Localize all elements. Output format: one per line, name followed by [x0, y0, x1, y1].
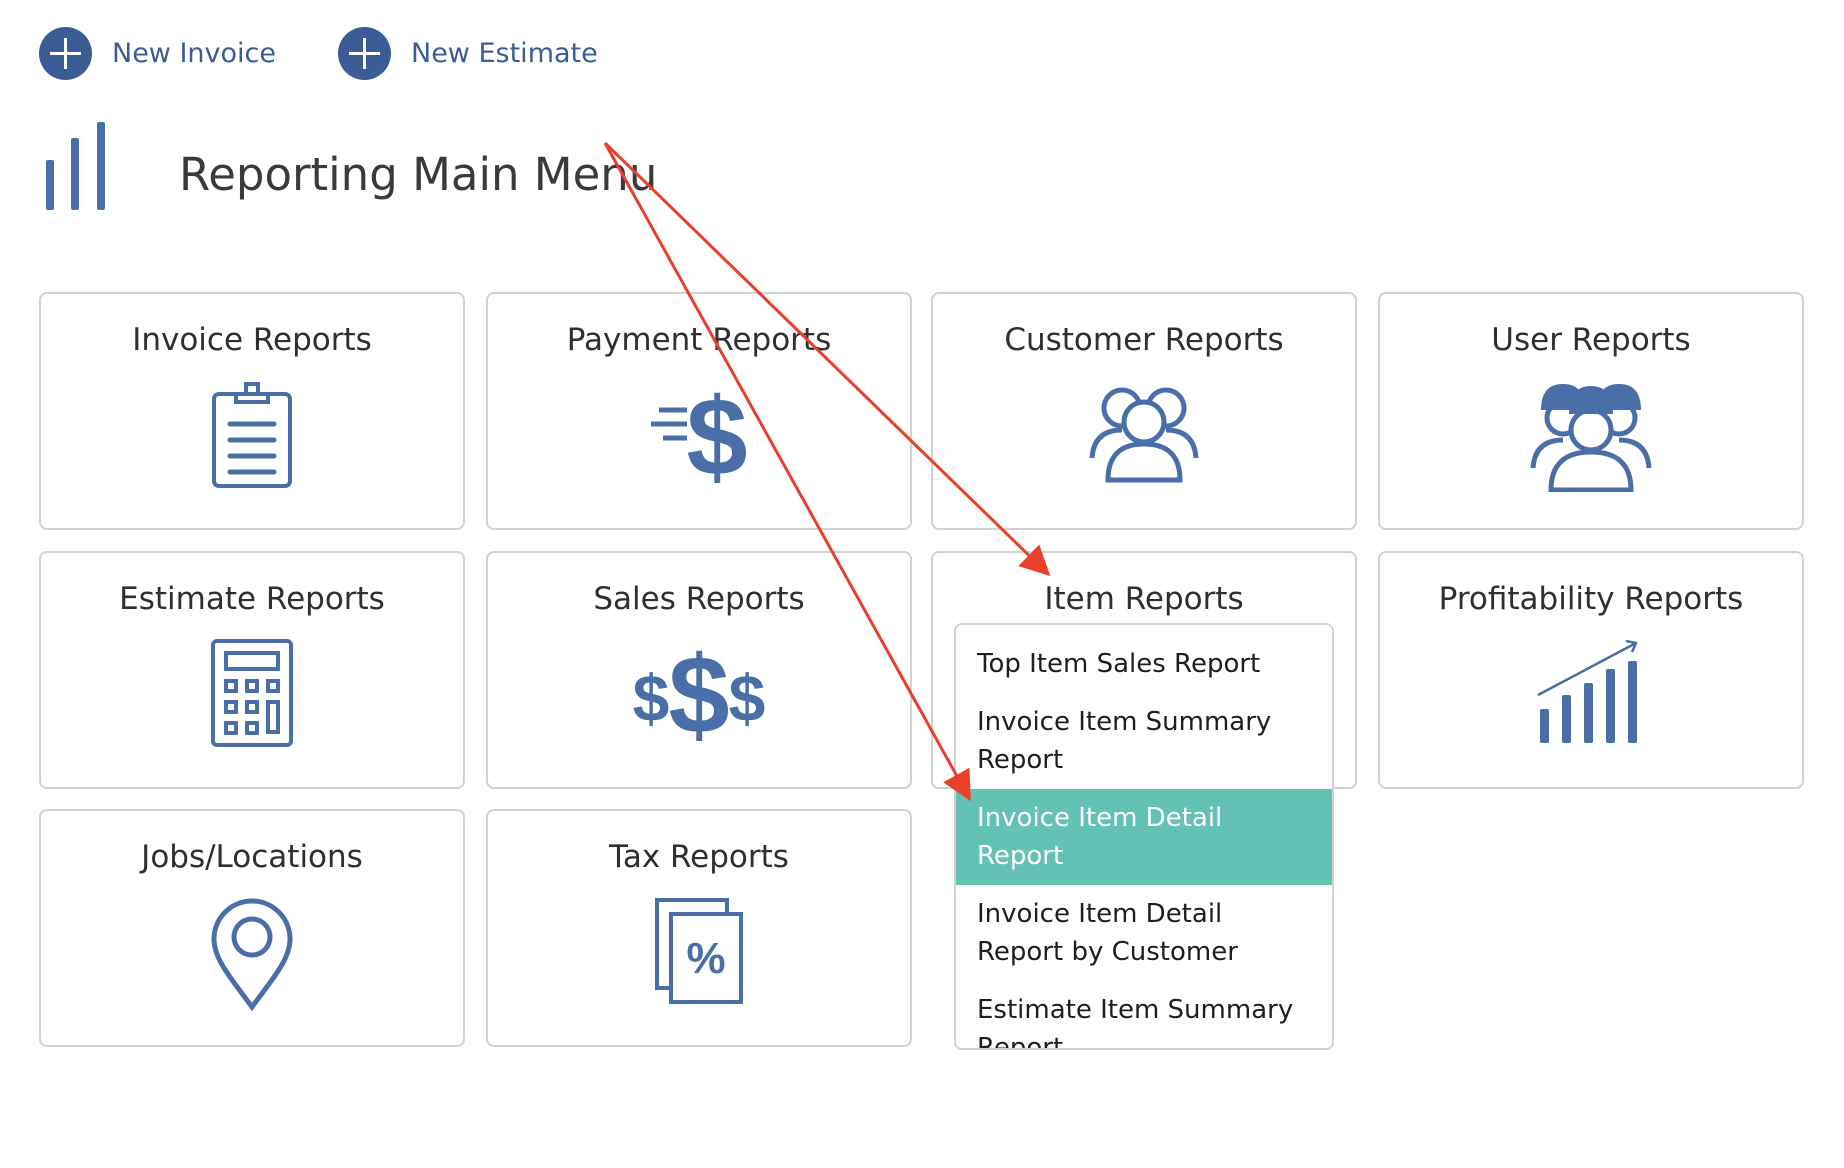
card-invoice-reports[interactable]: Invoice Reports: [39, 292, 465, 530]
tax-document-icon: %: [655, 898, 743, 1004]
workers-icon: [1530, 384, 1652, 492]
plus-circle-icon: [39, 27, 92, 80]
card-title: Tax Reports: [609, 839, 789, 875]
card-title: Payment Reports: [566, 322, 832, 358]
card-estimate-reports[interactable]: Estimate Reports: [39, 551, 465, 789]
users-icon: [1089, 387, 1199, 483]
card-profitability-reports[interactable]: Profitability Reports: [1378, 551, 1804, 789]
calculator-icon: [211, 639, 293, 747]
clipboard-icon: [212, 382, 292, 488]
new-estimate-label: New Estimate: [411, 38, 598, 69]
card-title: Invoice Reports: [132, 322, 372, 358]
svg-text:$: $: [633, 661, 670, 735]
menu-item-estimate-item-summary[interactable]: Estimate Item Summary Report: [977, 995, 1294, 1050]
map-pin-icon: [211, 898, 293, 1011]
svg-text:$: $: [686, 380, 747, 490]
menu-item-invoice-item-detail-by-customer[interactable]: Invoice Item Detail Report by Customer: [977, 899, 1238, 967]
card-customer-reports[interactable]: Customer Reports: [931, 292, 1357, 530]
svg-text:$: $: [729, 661, 766, 735]
card-sales-reports[interactable]: Sales Reports $ $ $: [486, 551, 912, 789]
dollar-fast-icon: $: [651, 380, 748, 490]
card-tax-reports[interactable]: Tax Reports %: [486, 809, 912, 1047]
menu-item-invoice-item-summary[interactable]: Invoice Item Summary Report: [977, 707, 1272, 775]
plus-circle-icon: [338, 27, 391, 80]
card-jobs-locations[interactable]: Jobs/Locations: [39, 809, 465, 1047]
card-title: Profitability Reports: [1438, 581, 1744, 617]
card-title: Estimate Reports: [119, 581, 385, 617]
menu-item-top-item-sales[interactable]: Top Item Sales Report: [977, 649, 1261, 679]
new-estimate-button[interactable]: New Estimate: [338, 27, 598, 80]
menu-item-invoice-item-detail[interactable]: Invoice Item Detail Report: [956, 789, 1332, 885]
new-invoice-label: New Invoice: [112, 38, 277, 69]
card-title: Jobs/Locations: [141, 839, 363, 875]
card-payment-reports[interactable]: Payment Reports $: [486, 292, 912, 530]
growth-chart-icon: [1537, 639, 1638, 743]
card-title: Sales Reports: [593, 581, 805, 617]
item-reports-dropdown: Top Item Sales Report Invoice Item Summa…: [954, 623, 1334, 1050]
card-title: Item Reports: [1044, 581, 1244, 617]
svg-text:$: $: [668, 639, 729, 749]
new-invoice-button[interactable]: New Invoice: [39, 27, 276, 80]
dollars-icon: $ $ $: [633, 639, 766, 749]
card-title: Customer Reports: [1004, 322, 1284, 358]
bar-chart-icon: [46, 122, 105, 210]
page-title: Reporting Main Menu: [179, 148, 658, 201]
card-user-reports[interactable]: User Reports: [1378, 292, 1804, 530]
card-title: User Reports: [1491, 322, 1691, 358]
svg-text:%: %: [686, 934, 725, 983]
